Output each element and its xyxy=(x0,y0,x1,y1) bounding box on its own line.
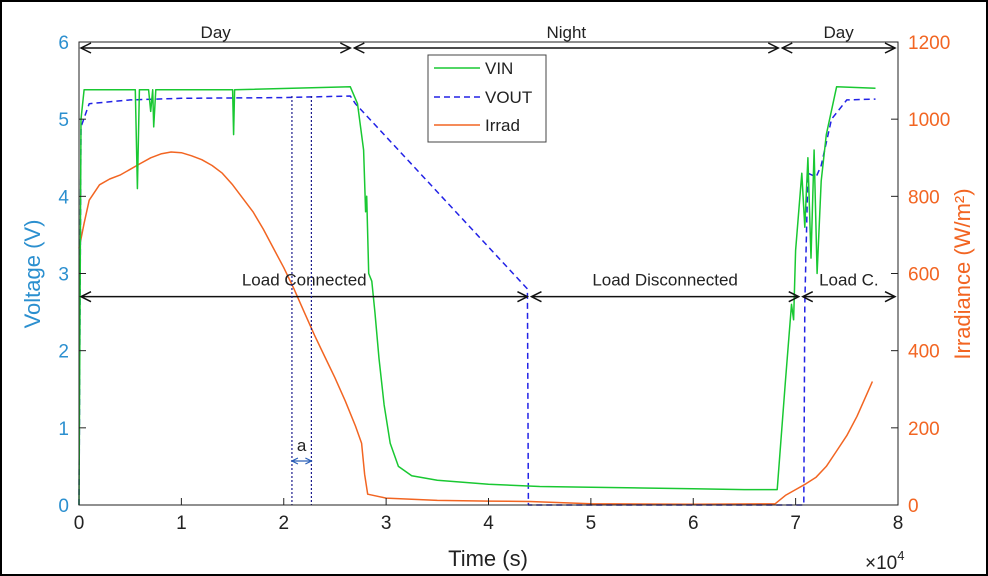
series-line-irrad xyxy=(78,151,874,505)
x-axis-multiplier: ×104 xyxy=(865,548,904,574)
period-label-day: Day xyxy=(824,23,855,42)
period-arrow-night-1-head-right xyxy=(767,42,780,54)
period-arrow-night-1 xyxy=(352,42,780,54)
period-arrow-night-1-head-left xyxy=(352,42,365,54)
interval-marker-head-left xyxy=(290,457,299,465)
annotation-layer: Day Night Day Load Connected Load Disconnect… xyxy=(79,23,897,505)
load-arrow-load-disconnected-1-head-left xyxy=(529,290,542,303)
axes-layer: 0 1 2 3 4 5 6 0 200 400 600 800 1000 1200 0 1 2 3 4 5 6 7 8 xyxy=(58,33,950,534)
y-right-tick-label: 200 xyxy=(908,419,940,440)
series-line-vout xyxy=(78,95,876,506)
load-arrow-load-c-2-head-left xyxy=(801,290,814,303)
legend: VIN VOUT Irrad xyxy=(427,54,547,143)
x-tick-label: 7 xyxy=(790,513,801,534)
period-arrow-day-2 xyxy=(780,42,897,54)
y-axis-right-label: Irradiance (W/m²) xyxy=(950,188,975,359)
y-left-tick-label: 3 xyxy=(58,265,69,286)
y-left-tick-label: 6 xyxy=(58,33,69,54)
x-tick-label: 5 xyxy=(586,513,597,534)
y-right-tick-label: 400 xyxy=(908,342,940,363)
x-tick-label: 8 xyxy=(893,513,904,534)
y-left-tick-label: 0 xyxy=(58,496,69,517)
x-tick-label: 2 xyxy=(278,513,289,534)
period-arrow-day-0-head-right xyxy=(340,42,353,54)
x-axis-multiplier-exponent: 4 xyxy=(897,548,904,563)
x-tick-label: 1 xyxy=(176,513,187,534)
y-left-tick-label: 2 xyxy=(58,342,69,363)
load-arrow-load-c-2-head-right xyxy=(884,290,897,303)
y-right-tick-label: 800 xyxy=(908,187,940,208)
legend-label-vin: VIN xyxy=(485,59,513,78)
load-arrow-load-disconnected-1-head-right xyxy=(788,290,801,303)
load-arrow-load-connected-0-head-left xyxy=(79,290,92,303)
load-label-load-c: Load C. xyxy=(819,271,879,290)
y-left-tick-label: 4 xyxy=(58,187,69,208)
y-right-tick-label: 0 xyxy=(908,496,919,517)
y-left-tick-label: 5 xyxy=(58,110,69,131)
period-label-night: Night xyxy=(546,23,586,42)
load-arrow-load-c-2 xyxy=(801,290,897,303)
legend-label-vout: VOUT xyxy=(485,88,532,107)
y-right-tick-label: 1000 xyxy=(908,110,950,131)
plot-area xyxy=(78,86,876,506)
x-tick-label: 3 xyxy=(381,513,392,534)
period-arrow-day-2-head-left xyxy=(780,42,793,54)
x-axis-multiplier-base: ×10 xyxy=(865,553,897,574)
y-left-tick-label: 1 xyxy=(58,419,69,440)
x-axis-label: Time (s) xyxy=(448,546,528,571)
x-tick-label: 4 xyxy=(483,513,494,534)
x-tick-label: 6 xyxy=(688,513,699,534)
series-line-vin xyxy=(78,86,876,506)
y-right-tick-label: 600 xyxy=(908,265,940,286)
legend-box xyxy=(427,54,547,143)
interval-marker-label: a xyxy=(297,436,307,455)
y-right-tick-label: 1200 xyxy=(908,33,950,54)
load-arrow-load-disconnected-1 xyxy=(529,290,801,303)
load-label-load-disconnected: Load Disconnected xyxy=(592,271,738,290)
load-label-load-connected: Load Connected xyxy=(242,271,367,290)
interval-marker-head-right xyxy=(305,457,313,465)
period-label-day: Day xyxy=(201,23,232,42)
x-tick-label: 0 xyxy=(74,513,85,534)
y-axis-left-label: Voltage (V) xyxy=(20,220,45,329)
legend-label-irrad: Irrad xyxy=(485,116,520,135)
period-arrow-day-0-head-left xyxy=(79,42,92,54)
period-arrow-day-0 xyxy=(79,42,353,54)
load-arrow-load-connected-0 xyxy=(79,290,530,303)
period-arrow-day-2-head-right xyxy=(884,42,897,54)
load-arrow-load-connected-0-head-right xyxy=(517,290,530,303)
